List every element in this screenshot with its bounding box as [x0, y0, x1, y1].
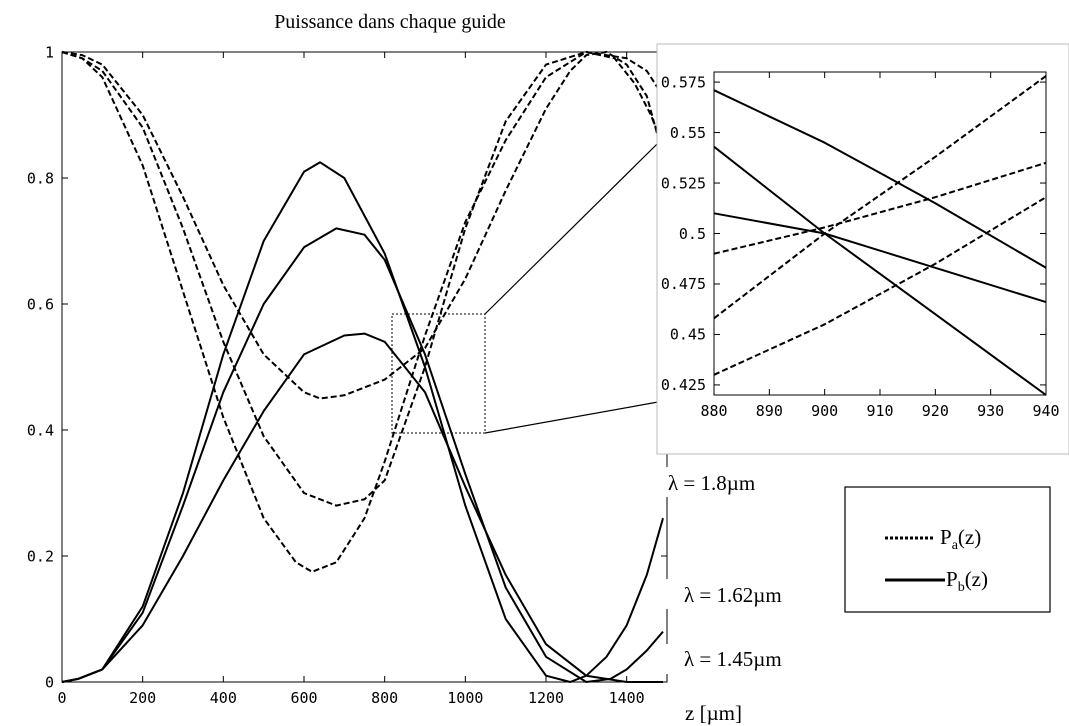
annotation-background-2	[665, 579, 815, 609]
inset-y-tick-label: 0.55	[670, 124, 706, 142]
inset-background	[656, 43, 1069, 455]
x-label-background	[660, 700, 760, 726]
legend-label-pb: Pb(z)	[946, 567, 988, 595]
inset-y-tick-label: 0.425	[661, 376, 706, 394]
x-axis-label: z [µm]	[685, 701, 742, 725]
main-series-pb-4	[61, 227, 664, 683]
inset-series-pa-1	[713, 75, 1047, 320]
main-y-tick-label: 0	[45, 673, 54, 691]
legend-box	[844, 486, 1051, 613]
inset-y-tick-label: 0.525	[661, 174, 706, 192]
inset-x-tick-label: 930	[977, 402, 1004, 420]
main-series-pa-0	[61, 51, 660, 400]
inset-series-pb-5	[713, 212, 1047, 304]
main-x-tick-label: 800	[371, 689, 398, 707]
main-y-tick-label: 0.8	[27, 169, 54, 187]
chart-title: Puissance dans chaque guide	[274, 11, 506, 33]
inset-series-pb-4	[713, 145, 1047, 396]
legend-label-pa: Pa(z)	[940, 525, 981, 553]
main-x-tick-label: 1000	[447, 689, 483, 707]
main-x-tick-label: 200	[129, 689, 156, 707]
inset-x-tick-label: 940	[1032, 402, 1059, 420]
lambda-annotation-3: λ = 1.45µm	[684, 647, 782, 671]
main-series-pb-5	[61, 332, 663, 683]
main-series-pa-2	[61, 51, 664, 573]
main-x-tick-label: 0	[57, 689, 66, 707]
inset-axes: 880 890 900 910 920 930 940 0.425 0.45 0.475 0.5 0.…	[661, 72, 1060, 420]
inset-y-tick-label: 0.475	[661, 275, 706, 293]
legend: Pa(z) Pb(z)	[844, 486, 1051, 613]
main-x-tick-label: 600	[290, 689, 317, 707]
main-series-pa-1	[61, 51, 664, 507]
main-x-tick-label: 400	[210, 689, 237, 707]
main-axes: 0 200 400 600 800 1000 1200 1400 0 0.2 0.4 0.6 0.8 1	[27, 43, 667, 707]
inset-series-pb-3	[713, 89, 1047, 269]
annotation-background-3	[665, 644, 815, 674]
lambda-annotation-1: λ = 1.8µm	[668, 471, 755, 495]
main-series	[61, 51, 664, 683]
inset-x-tick-label: 910	[866, 402, 893, 420]
main-y-tick-label: 0.6	[27, 295, 54, 313]
inset-y-tick-label: 0.575	[661, 73, 706, 91]
inset-series-pa-2	[713, 196, 1047, 376]
inset-x-tick-label: 900	[811, 402, 838, 420]
inset-x-tick-label: 880	[700, 402, 727, 420]
main-y-tick-label: 0.4	[27, 421, 54, 439]
annotation-background-1	[665, 467, 795, 497]
lambda-annotation-2: λ = 1.62µm	[684, 583, 782, 607]
inset-x-tick-label: 890	[756, 402, 783, 420]
main-series-pb-3	[61, 161, 664, 683]
inset-y-tick-label: 0.5	[679, 225, 706, 243]
inset-series-pa-0	[713, 161, 1047, 255]
main-y-tick-label: 0.2	[27, 547, 54, 565]
inset-y-tick-label: 0.45	[670, 326, 706, 344]
main-x-tick-label: 1200	[528, 689, 564, 707]
main-x-tick-label: 1400	[609, 689, 645, 707]
inset-series	[713, 75, 1047, 396]
inset-x-tick-label: 920	[922, 402, 949, 420]
main-y-tick-label: 1	[45, 43, 54, 61]
